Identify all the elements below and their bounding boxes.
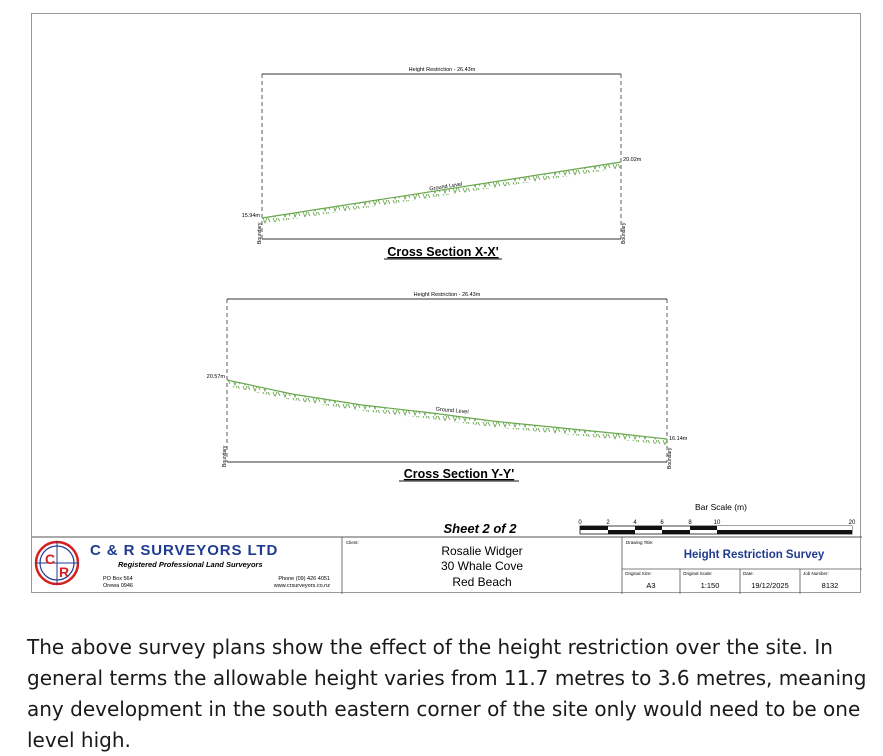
ground-level-label: Ground Level: [429, 181, 463, 192]
height-restriction-label: Height Restriction - 26.43m: [414, 292, 481, 298]
ground-level-line: [261, 161, 622, 219]
company-website: www.crsurveyors.co.nz: [273, 583, 330, 589]
cross-section-xx: Height Restriction - 26.43m Ground Level…: [242, 67, 642, 260]
ground-hatch: [262, 162, 621, 224]
bar-scale-segment: [717, 530, 852, 534]
logo-letter-c: C: [45, 551, 55, 567]
bar-scale-segment: [690, 526, 717, 530]
job-number-value: 8132: [822, 581, 839, 590]
bar-scale-tick: 10: [714, 520, 721, 526]
company-po-box: PO Box 564: [103, 576, 133, 582]
survey-plan-sheet: Height Restriction - 26.43m Ground Level…: [31, 13, 862, 594]
bar-scale-tick: 8: [688, 520, 692, 526]
company-logo: C R: [34, 540, 80, 586]
height-restriction-label: Height Restriction - 26.43m: [409, 67, 476, 73]
survey-drawing: Height Restriction - 26.43m Ground Level…: [32, 67, 862, 594]
bar-scale-segment: [635, 526, 662, 530]
bar-scale-tick: 0: [578, 520, 582, 526]
company-subtitle: Registered Professional Land Surveyors: [118, 560, 263, 569]
left-level-label: 20.57m: [207, 374, 226, 380]
client-label: Client:: [346, 540, 359, 545]
ground-level-label: Ground Level: [435, 407, 468, 416]
right-level-label: 20.02m: [623, 157, 642, 163]
right-boundary-label: Boundary: [667, 447, 673, 469]
bar-scale-segment: [717, 526, 852, 530]
left-boundary-label: Boundary: [257, 222, 263, 244]
section-title: Cross Section Y-Y': [404, 467, 514, 481]
client-name: Rosalie Widger: [441, 544, 522, 558]
original-scale-label: Original Scale:: [683, 571, 712, 576]
drawing-title-label: Drawing Title:: [626, 540, 653, 545]
bar-scale-title: Bar Scale (m): [695, 502, 747, 512]
left-level-label: 15.94m: [242, 213, 261, 219]
bar-scale-segment: [608, 530, 635, 534]
bar-scale-segment: [580, 526, 608, 530]
sheet-number: Sheet 2 of 2: [444, 521, 518, 536]
right-level-label: 16.14m: [669, 436, 688, 442]
original-size-label: Original Size:: [625, 571, 652, 576]
date-label: Date:: [743, 571, 754, 576]
ground-hatch: [227, 380, 667, 445]
bar-scale-segment: [662, 530, 690, 534]
company-phone: Phone (09) 426 4051: [278, 576, 330, 582]
original-size-value: A3: [646, 581, 655, 590]
original-scale-value: 1:150: [701, 581, 720, 590]
bar-scale-tick: 6: [660, 520, 664, 526]
right-boundary-label: Boundary: [621, 222, 627, 244]
title-block: C R C & R SURVEYORS LTD Registered Profe…: [32, 536, 862, 594]
bar-scale-tick: 4: [633, 520, 637, 526]
job-number-label: Job Number:: [803, 571, 829, 576]
ground-level-line: [226, 379, 668, 440]
client-address-line2: Red Beach: [452, 575, 511, 589]
drawing-title: Height Restriction Survey: [684, 549, 825, 561]
bar-scale: Bar Scale (m) 0 2 4 6 8 10 20: [578, 502, 856, 535]
bar-scale-tick: 2: [606, 520, 610, 526]
company-name: C & R SURVEYORS LTD: [90, 542, 278, 559]
cross-section-yy: Height Restriction - 26.43m Ground Level…: [207, 292, 688, 482]
section-title: Cross Section X-X': [387, 245, 498, 259]
caption-paragraph: The above survey plans show the effect o…: [27, 635, 867, 752]
date-value: 19/12/2025: [751, 581, 789, 590]
logo-letter-r: R: [59, 564, 69, 580]
client-address-line1: 30 Whale Cove: [441, 559, 523, 573]
bar-scale-tick: 20: [849, 520, 856, 526]
company-town: Orewa 0946: [103, 583, 133, 589]
left-boundary-label: Boundary: [222, 445, 228, 467]
